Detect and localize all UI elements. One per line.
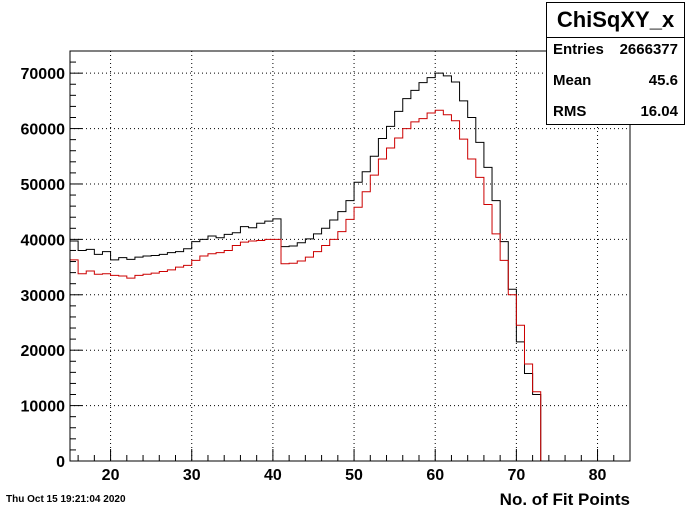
plot-frame: [69, 50, 631, 462]
stats-value: 16.04: [640, 103, 678, 120]
stats-value: 2666377: [619, 41, 678, 58]
x-tick-label: 80: [589, 467, 607, 484]
y-tick-label: 50000: [21, 177, 66, 194]
stats-box: ChiSqXY_x Entries 2666377 Mean 45.6 RMS …: [546, 2, 685, 125]
x-tick-label: 60: [426, 467, 444, 484]
x-tick-label: 30: [183, 467, 201, 484]
y-tick-label: 10000: [21, 399, 66, 416]
x-tick-label: 70: [507, 467, 525, 484]
tick-labels: 20 30 40 50 60 70 80 0 10000 20000 30000 40000 50000…: [21, 66, 607, 484]
stats-label: RMS: [553, 103, 587, 120]
series-group: [70, 72, 542, 461]
stats-value: 45.6: [648, 72, 678, 89]
series-line-0: [70, 72, 542, 461]
datestamp: Thu Oct 15 19:21:04 2020: [6, 494, 126, 505]
stats-label: Mean: [553, 72, 592, 89]
y-tick-label: 20000: [21, 343, 66, 360]
grid-lines: [70, 51, 630, 461]
y-tick-label: 70000: [21, 66, 66, 83]
stats-title: ChiSqXY_x: [547, 3, 684, 38]
series-line-1: [70, 109, 542, 461]
y-tick-label: 30000: [21, 288, 66, 305]
axes: [69, 50, 631, 462]
y-tick-label: 60000: [21, 122, 66, 139]
y-tick-label: 40000: [21, 232, 66, 249]
x-tick-label: 20: [102, 467, 120, 484]
x-tick-label: 50: [345, 467, 363, 484]
axis-ticks: [70, 50, 631, 462]
x-tick-label: 40: [264, 467, 282, 484]
x-axis-title: No. of Fit Points: [499, 490, 630, 509]
stats-label: Entries: [553, 41, 604, 58]
y-tick-label: 0: [56, 454, 65, 471]
